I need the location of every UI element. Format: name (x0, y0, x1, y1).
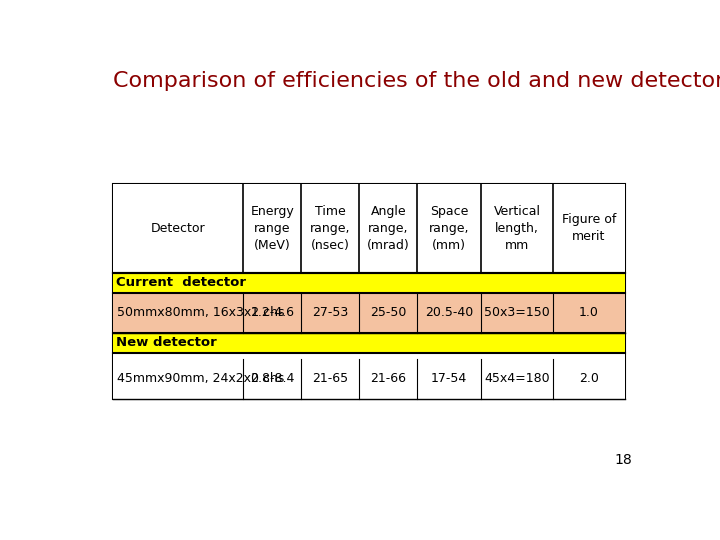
Text: 45x4=180: 45x4=180 (484, 373, 550, 386)
Bar (113, 359, 625, 399)
Text: Angle
range,
(mrad): Angle range, (mrad) (367, 205, 410, 252)
Text: 2.0: 2.0 (579, 373, 599, 386)
Text: 50mmx80mm, 16x3x2 chs: 50mmx80mm, 16x3x2 chs (117, 306, 284, 319)
Text: Comparison of efficiencies of the old and new detectors: Comparison of efficiencies of the old an… (113, 71, 720, 91)
Text: New detector: New detector (117, 336, 217, 349)
Bar (113, 353, 625, 359)
Text: 50x3=150: 50x3=150 (484, 306, 550, 319)
Text: 18: 18 (615, 453, 632, 467)
Bar (113, 293, 625, 333)
Text: Time
range,
(nsec): Time range, (nsec) (310, 205, 351, 252)
Text: Vertical
length,
mm: Vertical length, mm (493, 205, 541, 252)
Text: Figure of
merit: Figure of merit (562, 213, 616, 244)
Text: 45mmx90mm, 24x2x2 chs: 45mmx90mm, 24x2x2 chs (117, 373, 284, 386)
Text: 21-66: 21-66 (370, 373, 406, 386)
Text: 20.5-40: 20.5-40 (425, 306, 473, 319)
Text: 25-50: 25-50 (370, 306, 407, 319)
Text: 21-65: 21-65 (312, 373, 348, 386)
Text: Space
range,
(mm): Space range, (mm) (429, 205, 469, 252)
Text: 1.0: 1.0 (579, 306, 599, 319)
Bar (113, 273, 625, 293)
Bar (113, 333, 625, 353)
Text: 1.2-4.6: 1.2-4.6 (251, 306, 294, 319)
Text: 27-53: 27-53 (312, 306, 348, 319)
Text: 0.8-8.4: 0.8-8.4 (250, 373, 294, 386)
Text: Current  detector: Current detector (117, 276, 246, 289)
Text: Detector: Detector (151, 222, 205, 235)
Text: Energy
range
(MeV): Energy range (MeV) (251, 205, 294, 252)
Text: 17-54: 17-54 (431, 373, 467, 386)
